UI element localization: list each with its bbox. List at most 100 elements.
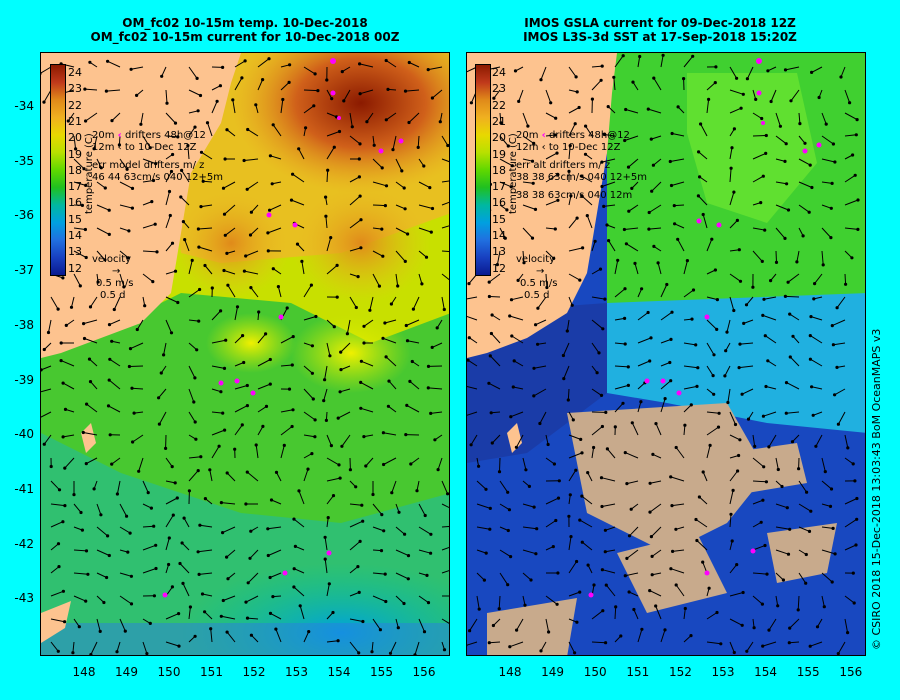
current-arrow-head xyxy=(626,383,630,387)
current-arrow-head xyxy=(509,298,514,302)
current-arrow-shaft xyxy=(568,145,571,160)
current-arrow-head xyxy=(654,604,658,608)
current-arrow-shaft xyxy=(674,204,685,207)
latitude-tick-label: -37 xyxy=(14,263,34,278)
current-arrow-head xyxy=(429,532,433,536)
current-arrow-head xyxy=(785,182,789,186)
current-arrow-head xyxy=(356,275,360,279)
right-title-line2: IMOS L3S-3d SST at 17-Sep-2018 15:20Z xyxy=(523,30,797,44)
latitude-tick-label: -43 xyxy=(14,591,34,606)
current-arrow-head xyxy=(442,648,447,652)
current-arrow-shaft xyxy=(655,605,662,620)
right-legend-depth: 20m xyxy=(516,130,539,141)
current-arrow-shaft xyxy=(326,640,339,643)
current-arrow-shaft xyxy=(499,135,509,147)
right-legend-err-label: err alt drifters m/ z xyxy=(516,160,611,171)
current-arrow-head xyxy=(701,470,705,474)
current-arrow-head xyxy=(78,284,82,288)
current-arrow-shaft xyxy=(303,105,315,114)
colorbar-tick-label: 20 xyxy=(68,131,82,145)
current-arrow-head xyxy=(661,53,665,57)
current-arrow-head xyxy=(497,470,502,474)
current-arrow-head xyxy=(331,494,336,498)
current-arrow-head xyxy=(668,360,672,365)
current-arrow-shaft xyxy=(188,342,198,351)
current-arrow-head xyxy=(760,259,764,263)
current-arrow-head xyxy=(86,572,90,576)
current-arrow-shaft xyxy=(545,152,558,160)
current-arrow-shaft xyxy=(581,195,593,206)
current-arrow-shaft xyxy=(651,526,662,537)
current-arrow-head xyxy=(429,230,433,234)
current-arrow-head xyxy=(203,497,207,501)
current-arrow-head xyxy=(623,316,627,320)
current-arrow-shaft xyxy=(683,425,686,436)
current-arrow-head xyxy=(104,89,108,93)
current-arrow-head xyxy=(226,577,230,581)
current-arrow-head xyxy=(823,470,827,474)
current-arrow-shaft xyxy=(537,296,547,309)
current-arrow-head xyxy=(63,407,68,411)
current-arrow-shaft xyxy=(369,296,374,311)
current-arrow-head xyxy=(829,487,834,491)
current-arrow-shaft xyxy=(395,273,399,287)
current-arrow-head xyxy=(566,398,570,402)
colorbar-tick-label: 13 xyxy=(68,245,82,259)
current-arrow-head xyxy=(490,313,494,317)
current-arrow-head xyxy=(268,154,272,158)
current-arrow-head xyxy=(851,571,855,575)
current-arrow-head xyxy=(508,314,512,318)
current-arrow-head xyxy=(577,105,581,110)
current-arrow-shaft xyxy=(165,319,172,333)
current-arrow-shaft xyxy=(614,317,625,321)
current-arrow-head xyxy=(56,542,61,546)
current-arrow-shaft xyxy=(293,518,305,528)
current-arrow-head xyxy=(110,462,114,466)
current-arrow-shaft xyxy=(161,66,167,77)
current-arrow-shaft xyxy=(108,379,121,390)
current-arrow-shaft xyxy=(73,250,87,258)
current-arrow-shaft xyxy=(591,241,596,252)
current-arrow-head xyxy=(509,555,513,559)
longitude-tick-label: 150 xyxy=(157,665,181,679)
current-arrow-shaft xyxy=(326,477,341,482)
current-arrow-shaft xyxy=(752,152,766,160)
current-arrow-head xyxy=(223,157,227,161)
current-arrow-head xyxy=(63,466,67,470)
current-arrow-head xyxy=(763,334,767,338)
current-arrow-shaft xyxy=(96,618,101,632)
current-arrow-shaft xyxy=(545,173,558,183)
current-arrow-head xyxy=(510,334,514,338)
current-arrow-head xyxy=(127,229,131,233)
current-arrow-shaft xyxy=(522,526,537,530)
current-arrow-shaft xyxy=(675,447,685,459)
current-arrow-head xyxy=(601,609,605,613)
current-arrow-shaft xyxy=(568,561,578,574)
current-arrow-shaft xyxy=(476,595,480,610)
current-arrow-head xyxy=(561,353,565,358)
current-arrow-head xyxy=(357,157,361,161)
current-arrow-head xyxy=(536,306,540,310)
current-arrow-shaft xyxy=(491,333,501,344)
current-arrow-shaft xyxy=(591,610,604,620)
current-arrow-head xyxy=(199,455,203,459)
current-arrow-head xyxy=(796,608,800,612)
current-arrow-head xyxy=(584,124,588,128)
right-satellite-sst-map xyxy=(466,52,866,656)
current-arrow-head xyxy=(761,414,765,418)
current-arrow-shaft xyxy=(815,434,823,447)
current-arrow-shaft xyxy=(165,497,178,505)
current-arrow-head xyxy=(539,78,543,82)
current-arrow-shaft xyxy=(96,503,102,515)
left-drifter-legend: 20m ‹ drifters 48h@12 12m ‹ to 10-Dec 12… xyxy=(92,130,224,183)
current-arrow-shaft xyxy=(821,526,834,529)
current-arrow-shaft xyxy=(509,315,524,321)
current-arrow-shaft xyxy=(41,66,52,74)
current-arrow-shaft xyxy=(614,260,619,275)
current-arrow-head xyxy=(167,189,172,194)
current-arrow-shaft xyxy=(180,196,190,206)
current-arrow-shaft xyxy=(533,365,547,369)
current-arrow-shaft xyxy=(363,319,374,327)
current-arrow-head xyxy=(623,451,627,455)
current-arrow-shaft xyxy=(188,66,198,79)
